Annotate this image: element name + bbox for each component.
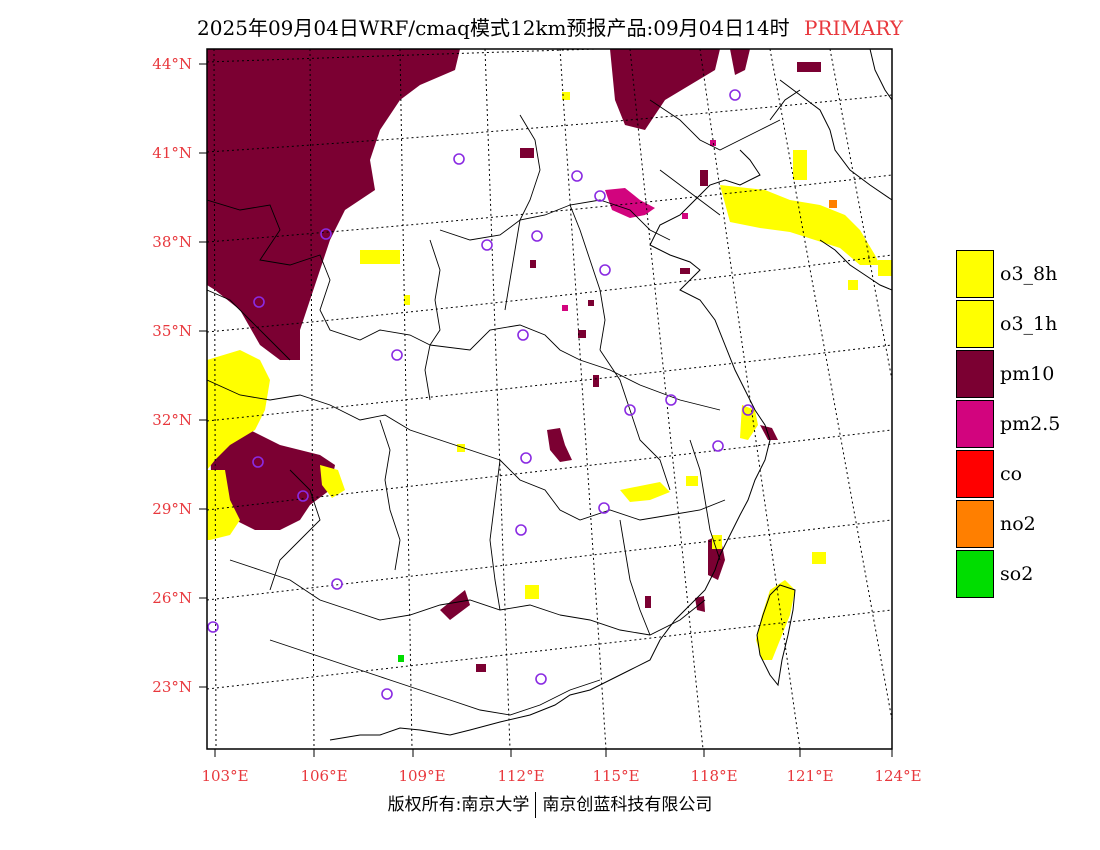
legend-item: o3_1h — [956, 299, 1060, 349]
legend-swatch — [956, 400, 994, 448]
legend-label: co — [1000, 463, 1023, 485]
legend-label: so2 — [1000, 563, 1034, 585]
lon-label: 115°E — [592, 767, 639, 785]
pm10-regions — [207, 49, 821, 672]
lat-label: 35°N — [152, 322, 192, 340]
lon-label: 109°E — [398, 767, 445, 785]
map-content — [207, 49, 892, 749]
legend-item: so2 — [956, 549, 1060, 599]
lon-label: 118°E — [690, 767, 737, 785]
title-main: 2025年09月04日WRF/cmaq模式12km预报产品:09月04日14时 — [197, 16, 790, 40]
legend-swatch — [956, 300, 994, 348]
axis-ticks — [199, 63, 893, 757]
legend-label: pm2.5 — [1000, 413, 1061, 435]
latitude-labels: 44°N 41°N 38°N 35°N 32°N 29°N 26°N 23°N — [152, 55, 192, 696]
station-markers — [207, 89, 754, 700]
no2-spot — [829, 200, 837, 208]
legend-label: pm10 — [1000, 363, 1055, 385]
lon-label: 103°E — [201, 767, 248, 785]
map-title: 2025年09月04日WRF/cmaq模式12km预报产品:09月04日14时 … — [0, 12, 1100, 41]
legend-swatch — [956, 450, 994, 498]
legend-label: o3_1h — [1000, 313, 1058, 335]
pollutant-legend: o3_8h o3_1h pm10 pm2.5 co no2 so2 — [956, 249, 1060, 599]
lat-label: 32°N — [152, 411, 192, 429]
lat-label: 41°N — [152, 144, 192, 162]
legend-item: co — [956, 449, 1060, 499]
lon-label: 112°E — [497, 767, 544, 785]
map-frame — [206, 48, 893, 750]
lat-label: 38°N — [152, 233, 192, 251]
lon-label: 121°E — [786, 767, 833, 785]
lat-label: 26°N — [152, 589, 192, 607]
legend-item: pm10 — [956, 349, 1060, 399]
legend-item: no2 — [956, 499, 1060, 549]
lat-label: 23°N — [152, 678, 192, 696]
coastline — [329, 49, 892, 741]
legend-label: no2 — [1000, 513, 1036, 535]
legend-swatch — [956, 350, 994, 398]
legend-item: pm2.5 — [956, 399, 1060, 449]
so2-spot — [398, 655, 404, 662]
legend-swatch — [956, 550, 994, 598]
longitude-labels: 103°E 106°E 109°E 112°E 115°E 118°E 121°… — [201, 767, 921, 785]
lat-label: 29°N — [152, 500, 192, 518]
o3-regions — [207, 92, 892, 660]
lat-label: 44°N — [152, 55, 192, 73]
legend-swatch — [956, 500, 994, 548]
title-pollutant-type: PRIMARY — [803, 16, 903, 40]
lon-label: 124°E — [874, 767, 921, 785]
copyright-text: 版权所有:南京大学 — [387, 795, 530, 815]
footer-divider — [535, 792, 537, 818]
lon-label: 106°E — [300, 767, 347, 785]
legend-item: o3_8h — [956, 249, 1060, 299]
province-boundaries — [207, 99, 781, 716]
company-text: 南京创蓝科技有限公司 — [542, 795, 713, 815]
copyright-footer: 版权所有:南京大学 南京创蓝科技有限公司 — [0, 790, 1100, 818]
pm25-regions — [562, 140, 716, 311]
graticule — [207, 49, 892, 749]
legend-swatch — [956, 250, 994, 298]
legend-label: o3_8h — [1000, 263, 1058, 285]
